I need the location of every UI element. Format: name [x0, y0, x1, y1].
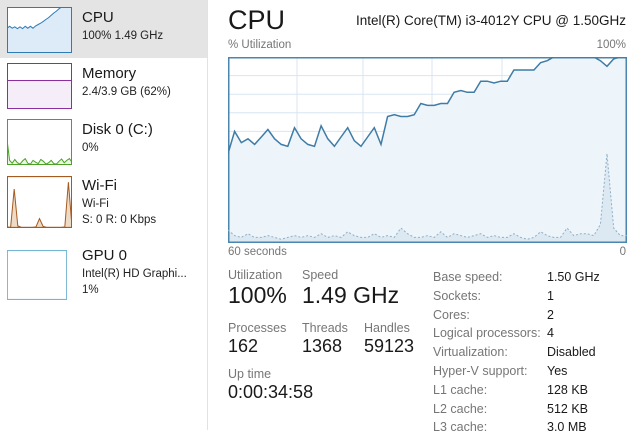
- cores-value: 2: [547, 307, 554, 322]
- utilization-label: Utilization: [228, 268, 283, 282]
- sidebar-item-subtitle2: 1%: [82, 284, 99, 296]
- sidebar-item-subtitle: Intel(R) HD Graphi...: [82, 268, 187, 280]
- sidebar-item-memory-text: Memory 2.4/3.9 GB (62%): [82, 64, 171, 100]
- processor-name: Intel(R) Core(TM) i3-4012Y CPU @ 1.50GHz: [355, 13, 626, 28]
- sidebar-item-subtitle: 0%: [82, 142, 99, 154]
- logical-processors-value: 4: [547, 326, 554, 341]
- y-axis-label: % Utilization: [228, 39, 292, 51]
- l2-cache-label: L2 cache:: [433, 401, 488, 416]
- threads-label: Threads: [302, 321, 348, 335]
- sidebar-item-cpu-text: CPU 100% 1.49 GHz: [82, 8, 163, 44]
- gpu-mini-chart-icon: [7, 250, 67, 300]
- cpu-mini-chart-icon: [7, 7, 72, 53]
- l2-cache-value: 512 KB: [547, 401, 589, 416]
- virtualization-label: Virtualization:: [433, 345, 508, 360]
- sidebar-item-cpu[interactable]: CPU 100% 1.49 GHz: [0, 0, 207, 58]
- cores-label: Cores:: [433, 307, 470, 322]
- cpu-utilization-chart[interactable]: [228, 57, 627, 243]
- sidebar-item-subtitle2: S: 0 R: 0 Kbps: [82, 214, 157, 226]
- sidebar-item-title: Wi-Fi: [82, 177, 117, 194]
- x-axis-right-label: 0: [619, 246, 626, 258]
- base-speed-value: 1.50 GHz: [547, 270, 600, 284]
- hyperv-label: Hyper-V support:: [433, 364, 528, 378]
- uptime-label: Up time: [228, 367, 272, 381]
- logical-processors-label: Logical processors:: [433, 326, 541, 341]
- sidebar-item-memory[interactable]: Memory 2.4/3.9 GB (62%): [0, 60, 207, 116]
- chart-bottom-axis: 60 seconds 0: [228, 246, 626, 258]
- uptime-value: 0:00:34:58: [228, 382, 314, 402]
- performance-sidebar: CPU 100% 1.49 GHz Memory 2.4/3.9 GB (62%…: [0, 0, 208, 430]
- wifi-mini-chart-icon: [7, 176, 72, 228]
- sidebar-item-title: CPU: [82, 9, 114, 26]
- processes-value: 162: [228, 336, 259, 356]
- sidebar-item-subtitle: 100% 1.49 GHz: [82, 30, 164, 42]
- utilization-value: 100%: [228, 282, 287, 308]
- l1-cache-value: 128 KB: [547, 382, 589, 397]
- memory-mini-chart-icon: [7, 63, 72, 109]
- l1-cache-label: L1 cache:: [433, 382, 488, 397]
- sidebar-item-disk[interactable]: Disk 0 (C:) 0%: [0, 116, 207, 172]
- page-title: CPU: [228, 5, 286, 35]
- l3-cache-value: 3.0 MB: [547, 420, 587, 434]
- handles-value: 59123: [364, 336, 415, 356]
- speed-value: 1.49 GHz: [302, 282, 400, 308]
- handles-label: Handles: [364, 321, 410, 335]
- chart-top-axis: % Utilization 100%: [228, 39, 626, 51]
- sockets-value: 1: [547, 288, 554, 303]
- sidebar-item-disk-text: Disk 0 (C:) 0%: [82, 120, 153, 156]
- sockets-label: Sockets:: [433, 288, 481, 303]
- sidebar-item-subtitle: 2.4/3.9 GB (62%): [82, 86, 171, 98]
- sidebar-item-title: Memory: [82, 65, 137, 82]
- y-axis-max-label: 100%: [596, 39, 626, 51]
- cpu-detail-panel: CPU Intel(R) Core(TM) i3-4012Y CPU @ 1.5…: [208, 0, 632, 434]
- threads-value: 1368: [302, 336, 343, 356]
- virtualization-value: Disabled: [547, 345, 596, 360]
- l3-cache-label: L3 cache:: [433, 420, 488, 434]
- base-speed-label: Base speed:: [433, 270, 503, 284]
- hyperv-value: Yes: [547, 364, 568, 378]
- sidebar-item-gpu-text: GPU 0 Intel(R) HD Graphi... 1%: [82, 246, 187, 298]
- sidebar-item-title: Disk 0 (C:): [82, 121, 153, 138]
- disk-mini-chart-icon: [7, 119, 72, 165]
- speed-label: Speed: [302, 268, 339, 282]
- sidebar-item-wifi-text: Wi-Fi Wi-Fi S: 0 R: 0 Kbps: [82, 176, 156, 228]
- sidebar-item-gpu[interactable]: GPU 0 Intel(R) HD Graphi... 1%: [0, 242, 207, 306]
- processes-label: Processes: [228, 321, 287, 335]
- sidebar-item-subtitle: Wi-Fi: [82, 198, 109, 210]
- sidebar-item-title: GPU 0: [82, 247, 128, 264]
- sidebar-item-wifi[interactable]: Wi-Fi Wi-Fi S: 0 R: 0 Kbps: [0, 173, 207, 239]
- x-axis-left-label: 60 seconds: [228, 246, 287, 258]
